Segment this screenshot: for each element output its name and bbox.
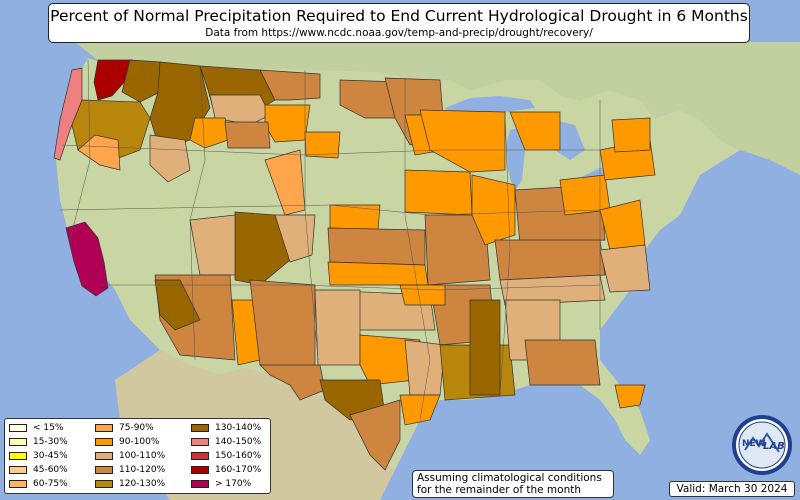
legend-swatch <box>191 423 209 432</box>
logo-text-left: NEW <box>742 439 766 449</box>
legend-label: 150-160% <box>215 450 262 461</box>
legend-swatch <box>191 437 209 446</box>
legend-label: 120-130% <box>119 478 166 489</box>
legend-swatch <box>9 437 27 446</box>
legend-label: > 170% <box>215 478 252 489</box>
valid-date: Valid: March 30 2024 <box>669 481 795 497</box>
region-wyoming-east <box>264 104 311 143</box>
legend: < 15% 15-30% 30-45% 45-60% 60-75% 75-90%… <box>4 418 271 494</box>
map-title: Percent of Normal Precipitation Required… <box>50 7 748 25</box>
legend-swatch <box>191 451 209 460</box>
data-source: Data from https://www.ncdc.noaa.gov/temp… <box>205 27 593 39</box>
legend-swatch <box>95 479 113 488</box>
legend-swatch <box>9 451 27 460</box>
legend-item: 100-110% <box>95 449 165 462</box>
region-missouri <box>424 214 491 286</box>
legend-label: 15-30% <box>33 436 68 447</box>
region-wyoming-north <box>189 117 229 149</box>
legend-swatch <box>95 451 113 460</box>
legend-label: 130-140% <box>215 422 262 433</box>
region-nevada-north <box>149 134 191 183</box>
legend-label: 45-60% <box>33 464 68 475</box>
legend-label: 75-90% <box>119 422 154 433</box>
legend-item: 110-120% <box>95 463 165 476</box>
note-line-2: for the remainder of the month <box>417 484 582 496</box>
legend-swatch <box>9 423 27 432</box>
legend-label: 100-110% <box>119 450 166 461</box>
region-georgia <box>524 339 601 386</box>
legend-swatch <box>9 479 27 488</box>
legend-item: < 15% <box>9 421 63 434</box>
state-borders <box>59 59 601 421</box>
legend-item: 90-100% <box>95 435 159 448</box>
legend-label: 90-100% <box>119 436 160 447</box>
region-texas-west <box>259 364 326 401</box>
region-texas-east <box>404 339 446 396</box>
region-new-mexico <box>249 279 316 369</box>
legend-swatch <box>95 423 113 432</box>
legend-item: 75-90% <box>95 421 154 434</box>
legend-swatch <box>9 465 27 474</box>
region-ohio-orange <box>559 174 611 216</box>
region-nebraska <box>329 204 381 231</box>
region-arizona-north <box>154 279 201 331</box>
region-florida-panhandle <box>614 384 646 409</box>
legend-label: < 15% <box>33 422 64 433</box>
legend-label: 110-120% <box>119 464 166 475</box>
legend-item: 120-130% <box>95 477 165 490</box>
region-montana-south <box>209 94 271 126</box>
region-colorado-east <box>274 214 316 263</box>
legend-item: 130-140% <box>191 421 261 434</box>
region-texas-coast <box>399 394 441 426</box>
region-wyoming-central <box>224 121 271 149</box>
region-carolinas <box>599 244 651 293</box>
canada-land <box>75 42 800 175</box>
region-ny-north <box>611 117 651 153</box>
region-texas-south2 <box>349 399 401 471</box>
legend-item: 150-160% <box>191 449 261 462</box>
legend-swatch <box>95 437 113 446</box>
title-box: Percent of Normal Precipitation Required… <box>48 3 750 43</box>
region-oklahoma-orange <box>399 284 446 306</box>
region-tennessee <box>499 274 606 306</box>
region-kentucky-tn <box>494 239 606 281</box>
legend-label: 30-45% <box>33 450 68 461</box>
newlab-logo: NEW LAB <box>732 415 792 475</box>
legend-item: 30-45% <box>9 449 68 462</box>
region-kansas-orange <box>327 261 429 286</box>
lake-michigan <box>506 128 525 192</box>
legend-item: 45-60% <box>9 463 68 476</box>
region-wisconsin <box>419 109 506 173</box>
note-line-1: Assuming climatological conditions <box>417 472 602 484</box>
legend-item: 140-150% <box>191 435 261 448</box>
region-washington-east <box>121 59 161 103</box>
region-mississippi <box>469 299 501 396</box>
region-california-central <box>65 221 109 297</box>
region-south-dakota <box>304 131 341 159</box>
region-utah <box>189 214 236 276</box>
legend-swatch <box>191 465 209 474</box>
region-texas-panhandle <box>314 289 361 366</box>
legend-label: 60-75% <box>33 478 68 489</box>
legend-swatch <box>191 479 209 488</box>
logo-text-right: LAB <box>763 441 785 452</box>
legend-label: 160-170% <box>215 464 262 475</box>
legend-item: > 170% <box>191 477 251 490</box>
region-oregon-south <box>77 134 121 171</box>
legend-item: 60-75% <box>9 477 68 490</box>
region-texas-central <box>359 334 421 386</box>
legend-item: 160-170% <box>191 463 261 476</box>
assumption-note: Assuming climatological conditions for t… <box>412 470 614 498</box>
legend-item: 15-30% <box>9 435 68 448</box>
legend-swatch <box>95 465 113 474</box>
region-iowa <box>404 169 473 216</box>
legend-label: 140-150% <box>215 436 262 447</box>
